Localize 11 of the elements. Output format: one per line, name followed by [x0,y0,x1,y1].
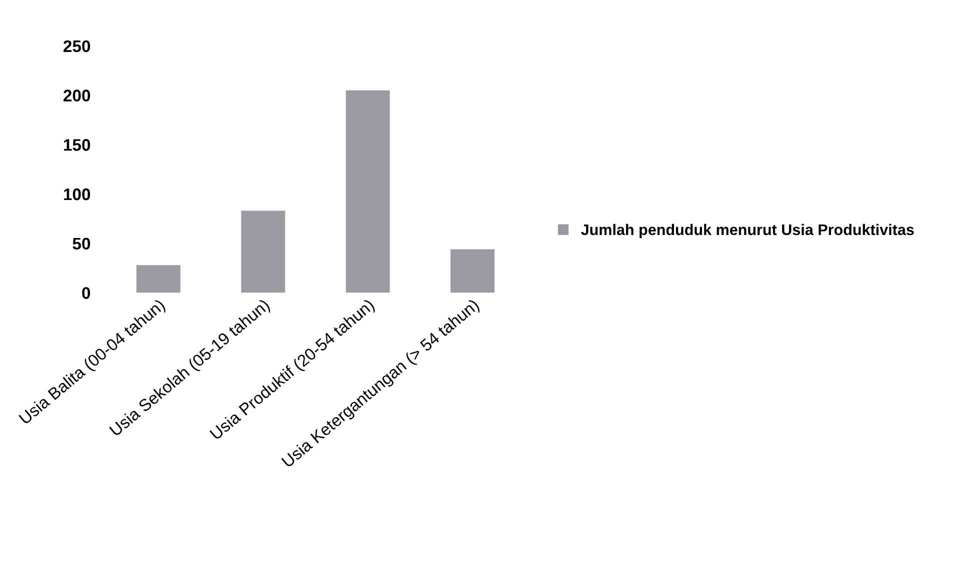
y-tick-label: 250 [64,40,90,52]
bar [450,249,495,293]
y-tick-label: 0 [82,287,90,299]
y-tick-label: 50 [72,238,90,250]
legend-label: Jumlah penduduk menurut Usia Produktivitas [581,224,914,238]
y-tick-label: 200 [64,90,90,102]
y-tick-label: 100 [64,188,90,200]
bar [241,210,286,293]
y-tick-label: 150 [64,139,90,151]
bar [346,90,390,293]
bar [136,265,180,293]
